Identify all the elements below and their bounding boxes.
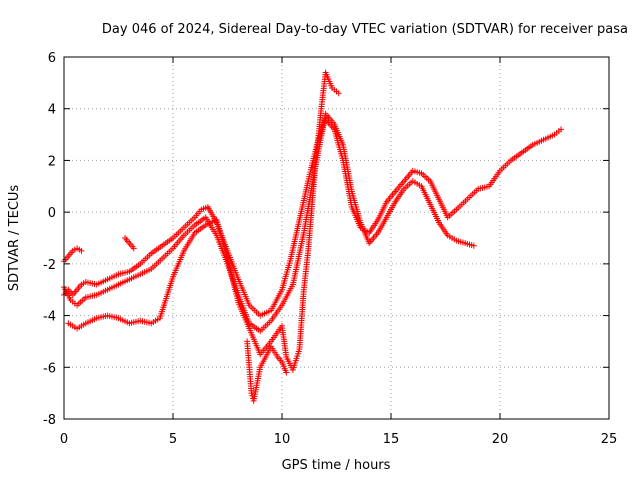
data-point-marker [470,242,477,249]
plot-frame [63,56,610,420]
y-tick-label: 0 [48,206,56,221]
x-tick-label: 10 [274,432,291,447]
data-points [61,69,565,404]
chart-title: Day 046 of 2024, Sidereal Day-to-day VTE… [102,22,628,37]
y-tick-label: 2 [48,154,56,169]
axis-ticks: 0 5 10 15 20 25 -8 -6 -4 -2 0 2 4 6 [43,51,617,447]
y-tick-label: -8 [43,413,56,428]
y-tick-label: -6 [43,361,56,376]
data-point-marker [130,245,137,252]
grid-lines [64,57,609,419]
x-tick-label: 5 [169,432,177,447]
y-tick-label: -2 [43,258,56,273]
x-axis-label: GPS time / hours [282,458,391,473]
x-tick-label: 20 [492,432,509,447]
y-axis-label: SDTVAR / TECUs [7,185,22,292]
data-point-marker [558,126,565,133]
data-point-marker [335,90,342,97]
x-tick-label: 25 [601,432,618,447]
y-tick-label: 4 [48,103,56,118]
data-point-marker [78,247,85,254]
data-point-marker [283,369,290,376]
y-tick-label: 6 [48,51,56,66]
y-tick-label: -4 [43,310,56,325]
data-point-marker [248,390,255,397]
x-tick-label: 0 [60,432,68,447]
x-tick-label: 15 [383,432,400,447]
